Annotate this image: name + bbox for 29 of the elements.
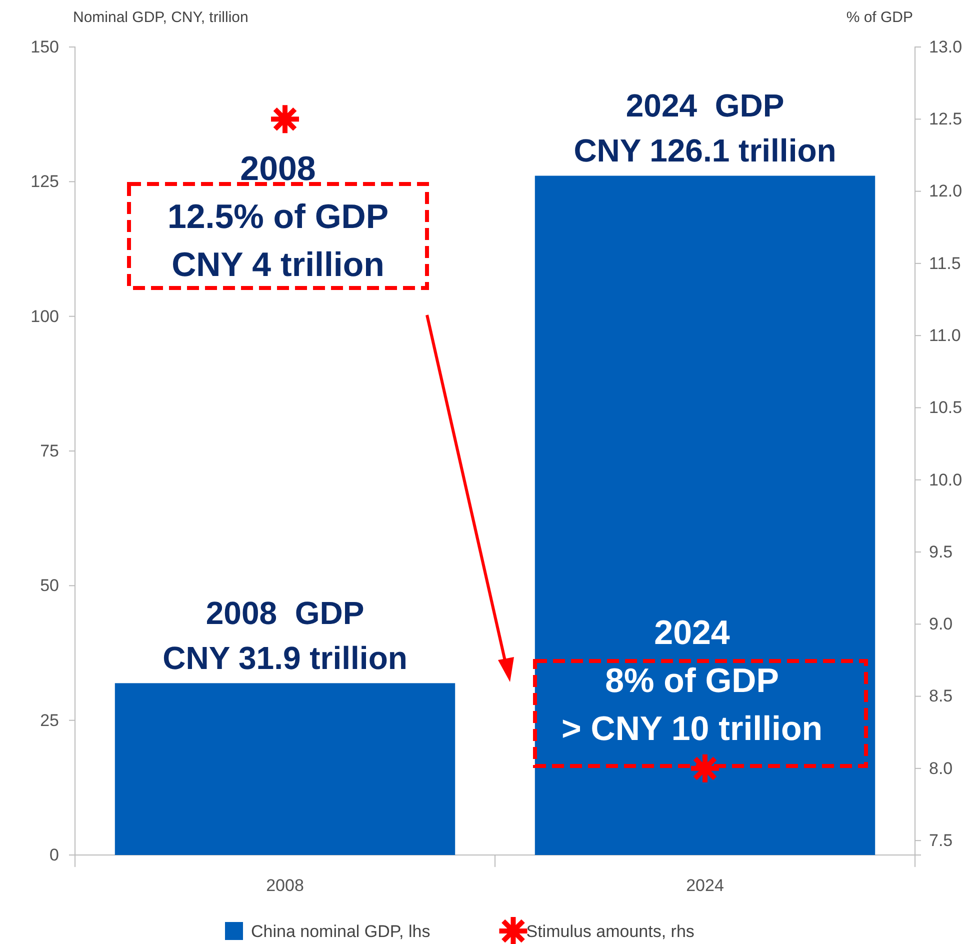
y2-tick-label: 9.5 <box>929 542 953 562</box>
y-tick-label: 0 <box>50 845 59 864</box>
annotation: 2024 GDP CNY 126.1 trillion <box>574 88 836 169</box>
y-tick-label: 100 <box>30 306 59 326</box>
y2-tick-label: 13.0 <box>929 37 962 56</box>
y2-tick-label: 8.0 <box>929 758 953 778</box>
legend-label: Stimulus amounts, rhs <box>526 922 694 941</box>
y2-tick-label: 12.0 <box>929 182 962 201</box>
y2-tick-label: 11.5 <box>929 254 961 273</box>
annotation: 2008 12.5% of GDP CNY 4 trillion <box>167 150 389 284</box>
y2-tick-label: 11.0 <box>929 326 961 346</box>
y-tick-label: 150 <box>30 37 59 56</box>
annotation: 2008 GDP CNY 31.9 trillion <box>162 595 408 676</box>
y2-tick-label: 12.5 <box>929 110 962 129</box>
y-tick-label: 75 <box>40 441 59 460</box>
y2-tick-label: 9.0 <box>929 614 953 634</box>
x-tick-label: 2024 <box>686 876 724 895</box>
y2-tick-label: 7.5 <box>929 831 953 850</box>
y2-tick-label: 10.0 <box>929 470 962 490</box>
y-tick-label: 25 <box>40 710 59 730</box>
y-axis-title: Nominal GDP, CNY, trillion <box>73 9 248 26</box>
x-tick-label: 2008 <box>266 876 304 895</box>
y-tick-label: 125 <box>30 172 59 192</box>
y-tick-label: 50 <box>40 576 59 596</box>
y2-tick-label: 10.5 <box>929 398 962 418</box>
annotation: 2024 8% of GDP > CNY 10 trillion <box>561 614 823 748</box>
y2-tick-label: 8.5 <box>929 686 953 706</box>
y2-axis-title: % of GDP <box>846 9 913 26</box>
legend-label: China nominal GDP, lhs <box>251 922 430 941</box>
